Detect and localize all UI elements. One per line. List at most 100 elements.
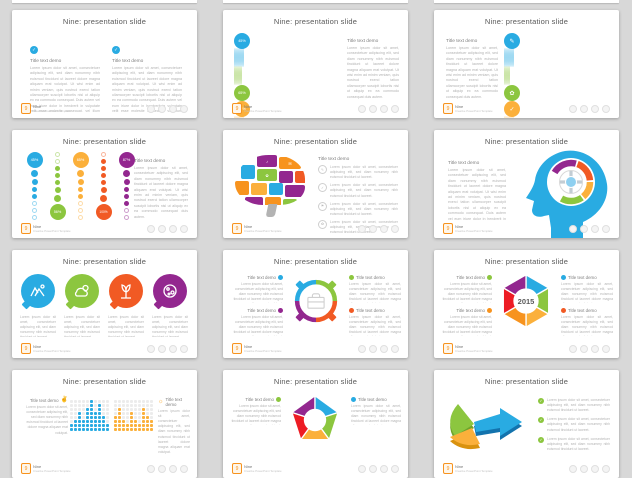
brand-tagline: Creative PowerPoint Template bbox=[33, 469, 71, 473]
side-heading: Title text demo bbox=[347, 39, 379, 44]
brand-name: Nine bbox=[33, 104, 42, 109]
slide-title: Nine: presentation slide bbox=[273, 17, 358, 26]
side-text: Title text demo Lorem ipsum dolor sit am… bbox=[448, 158, 506, 222]
side-heading: Title text demo bbox=[29, 397, 59, 403]
slide-footer: 9 Nine Creative PowerPoint Template bbox=[443, 463, 610, 474]
slide-pager bbox=[147, 224, 188, 233]
slide-card-quadrant-ring[interactable]: Nine: presentation slide Title text demo… bbox=[223, 250, 408, 358]
pixel-cell bbox=[82, 408, 85, 411]
arc-green bbox=[315, 279, 338, 302]
slide-title: Nine: presentation slide bbox=[484, 17, 569, 26]
dot bbox=[100, 187, 107, 193]
pager-dot bbox=[591, 344, 599, 353]
brand-tagline: Creative PowerPoint Template bbox=[33, 349, 71, 353]
pixel-cell bbox=[82, 428, 85, 431]
pixel-cell bbox=[146, 420, 149, 423]
dot bbox=[512, 116, 514, 118]
check-bullet-icon: ✓ bbox=[538, 436, 544, 443]
pixel-cell bbox=[102, 408, 105, 411]
pager-dot bbox=[358, 104, 366, 113]
pie-arrow-graphic bbox=[450, 404, 522, 450]
dot bbox=[242, 116, 244, 118]
pixel-cell bbox=[114, 404, 117, 407]
brand: 9 Nine Creative PowerPoint Template bbox=[443, 103, 493, 114]
slide-card-brain[interactable]: Nine: presentation slide ♪ ✉ ✿ Title text … bbox=[223, 130, 408, 238]
pager-dot bbox=[580, 224, 588, 233]
quad-heading: Title text demo bbox=[358, 397, 387, 402]
pixel-cell bbox=[118, 404, 121, 407]
pixel-cell bbox=[142, 400, 145, 403]
pixel-cell bbox=[90, 408, 93, 411]
dot bbox=[77, 179, 84, 185]
slide-card-hexagon-2015[interactable]: Nine: presentation slide Title text demo… bbox=[434, 250, 619, 358]
column-heading: Title text demo bbox=[30, 59, 62, 64]
quad-heading: Title text demo bbox=[456, 308, 485, 313]
pixel-cell bbox=[90, 416, 93, 419]
quad-text: Title text demo Lorem ipsum dolor sit am… bbox=[349, 275, 401, 303]
pixel-cell bbox=[90, 412, 93, 415]
slide-footer: 9 Nine Creative PowerPoint Template bbox=[232, 463, 399, 474]
side-heading: Title text demo bbox=[134, 159, 166, 164]
pixel-cell bbox=[86, 412, 89, 415]
slide-footer: 9 Nine Creative PowerPoint Template bbox=[232, 103, 399, 114]
pixel-cell bbox=[142, 408, 145, 411]
pixel-cell bbox=[78, 420, 81, 423]
pixel-cell bbox=[90, 424, 93, 427]
pixel-cell bbox=[142, 424, 145, 427]
pager-dot bbox=[147, 464, 155, 473]
slide-footer: 9 Nine Creative PowerPoint Template bbox=[443, 223, 610, 234]
list-item: ✓ Lorem ipsum dolor sit amet, consectetue… bbox=[318, 183, 398, 198]
pixel-cell bbox=[74, 424, 77, 427]
percent-circle: 56% bbox=[49, 204, 66, 220]
slide-pager bbox=[358, 344, 399, 353]
pager-dot bbox=[380, 104, 388, 113]
slide-card-head-target[interactable]: Nine: presentation slide Title text demo… bbox=[434, 130, 619, 238]
dot-column: 87% bbox=[118, 152, 135, 220]
quad-text: Title text demo Lorem ipsum dolor sit am… bbox=[440, 308, 492, 336]
dot-column: 45% bbox=[26, 152, 43, 220]
blue-dot-icon bbox=[351, 397, 356, 402]
slide-card-dot-rows-icons[interactable]: Nine: presentation slide Title text demo… bbox=[434, 10, 619, 118]
check-icon: ✓ bbox=[112, 46, 120, 54]
slide-card-two-columns[interactable]: Nine: presentation slide ✓ Title text de… bbox=[12, 10, 197, 118]
quad-heading: Title text demo bbox=[245, 397, 274, 402]
slide-footer: 9 Nine Creative PowerPoint Template bbox=[443, 343, 610, 354]
dot bbox=[32, 208, 37, 213]
pixel-cell bbox=[98, 428, 101, 431]
pixel-cell bbox=[126, 404, 129, 407]
side-text: Title text demo Lorem ipsum dolor sit am… bbox=[347, 36, 399, 100]
pager-dot bbox=[158, 104, 166, 113]
quad-text: Title text demo Lorem ipsum dolor sit am… bbox=[349, 308, 401, 336]
dot bbox=[31, 179, 38, 185]
slide-title: Nine: presentation slide bbox=[62, 377, 147, 386]
pixel-cell bbox=[134, 408, 137, 411]
pixel-cell bbox=[86, 416, 89, 419]
brand-logo-icon: 9 bbox=[232, 103, 242, 114]
pager-dot bbox=[380, 344, 388, 353]
pixel-cell bbox=[130, 404, 133, 407]
slide-card-speech-bubbles[interactable]: Nine: presentation slide Lorem ipsum dol… bbox=[12, 250, 197, 358]
slide-card-pixel-charts[interactable]: Nine: presentation slide Title text demo… bbox=[12, 370, 197, 478]
bubble-item: Lorem ipsum dolor sit amet, consectetuer… bbox=[106, 274, 146, 337]
pixel-cell bbox=[114, 412, 117, 415]
side-text: ☼ Title text demo Lorem ipsum dolor sit a… bbox=[158, 397, 190, 455]
side-text: Title text demo ✌ Lorem ipsum dolor sit a… bbox=[20, 397, 68, 436]
pager-dot bbox=[591, 464, 599, 473]
percent-circle: 100% bbox=[95, 204, 112, 220]
slide-title: Nine: presentation slide bbox=[62, 17, 147, 26]
slide-card-dot-rows-percent[interactable]: Nine: presentation slide 45% 65% 54% 85%… bbox=[223, 10, 408, 118]
slide-card-dot-columns[interactable]: Nine: presentation slide 45% 56% 65% 100… bbox=[12, 130, 197, 238]
pixel-cell bbox=[134, 416, 137, 419]
brand-name: Nine bbox=[33, 344, 42, 349]
landscape-icon bbox=[30, 284, 45, 297]
dot bbox=[32, 201, 37, 206]
slide-grid: Nine: presentation slide ✓ Title text de… bbox=[12, 10, 619, 478]
pager-dot bbox=[147, 104, 155, 113]
pixel-cell bbox=[78, 416, 81, 419]
slide-card-pentagon[interactable]: Nine: presentation slide Title text demo… bbox=[223, 370, 408, 478]
brain-graphic: ♪ ✉ ✿ bbox=[235, 155, 305, 205]
green-dot-icon bbox=[349, 275, 354, 280]
side-heading: Title text demo bbox=[446, 39, 478, 44]
slide-card-3d-pie-arrow[interactable]: Nine: presentation slide ✓ Lorem ipsum do… bbox=[434, 370, 619, 478]
brand: 9 Nine Creative PowerPoint Template bbox=[232, 343, 282, 354]
